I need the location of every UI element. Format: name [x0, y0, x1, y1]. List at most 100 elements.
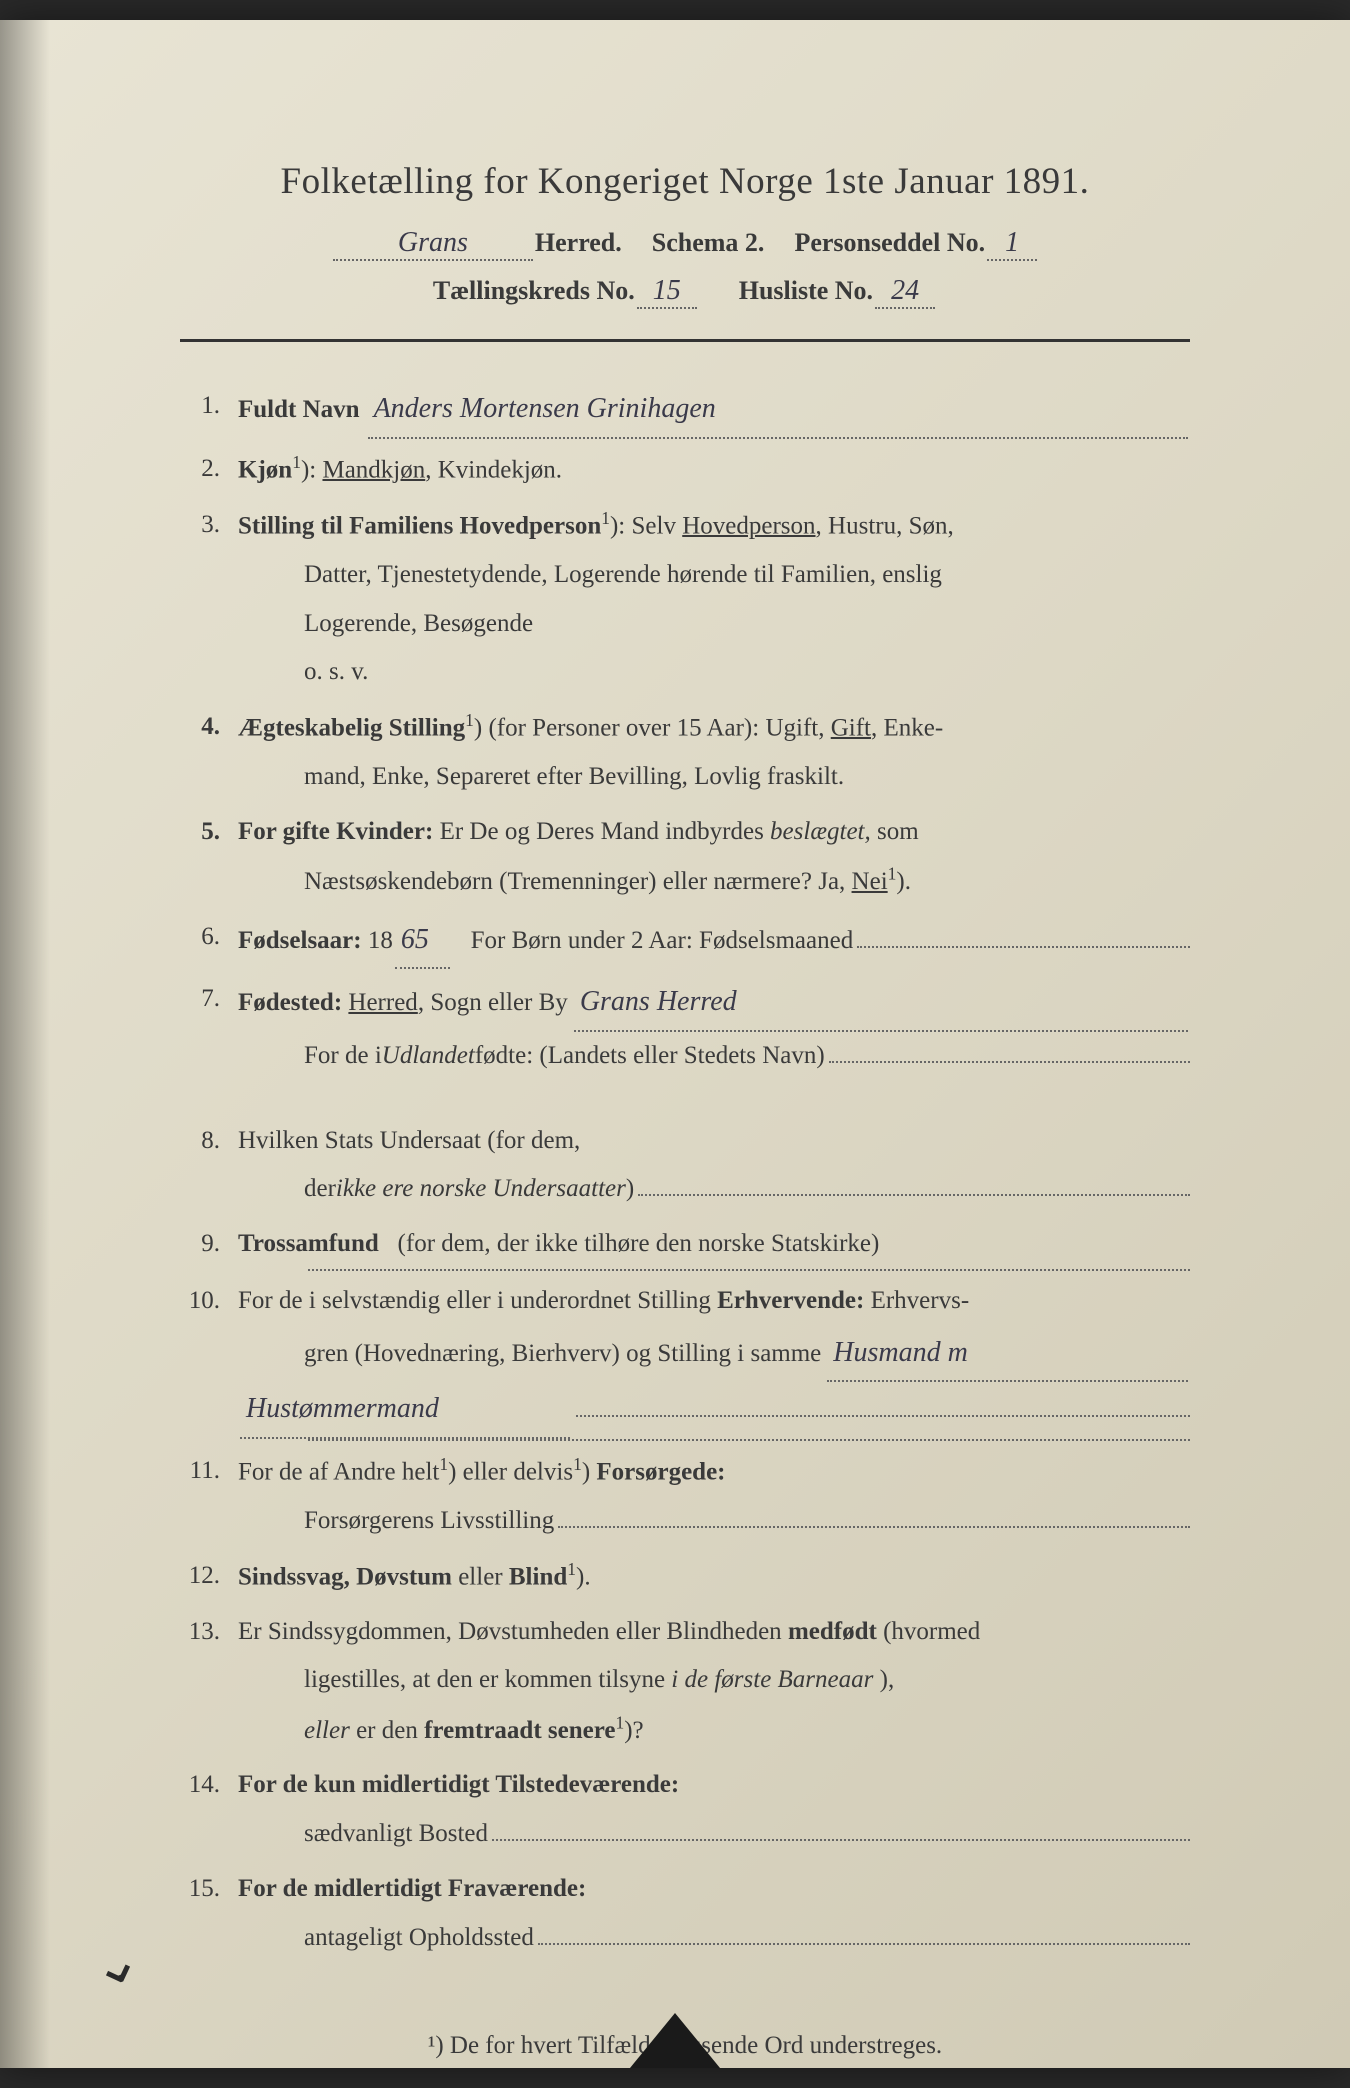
form-title: Folketælling for Kongeriget Norge 1ste J… — [180, 160, 1190, 203]
kreds-label: Tællingskreds No. — [433, 276, 635, 306]
f5-t1: Er De og Deres Mand indbyrdes — [440, 818, 770, 845]
field-12: 12. Sindssvag, Døvstum eller Blind1). — [180, 1552, 1190, 1602]
field-content: For gifte Kvinder: Er De og Deres Mand i… — [238, 808, 1190, 907]
f13-line3: eller er den fremtraadt senere1)? — [238, 1717, 644, 1744]
header-divider — [180, 339, 1190, 342]
field-4: 4. Ægteskabelig Stilling1) (for Personer… — [180, 703, 1190, 802]
field-1: 1. Fuldt Navn Anders Mortensen Grinihage… — [180, 382, 1190, 439]
f10-line2: gren (Hovednæring, Bierhverv) og Stillin… — [304, 1330, 821, 1379]
field-num: 12. — [180, 1552, 238, 1602]
field-num: 3. — [180, 501, 238, 697]
field-7: 7. Fødested: Herred, Sogn eller By Grans… — [180, 975, 1190, 1080]
f9-rest: (for dem, der ikke tilhøre den norske St… — [398, 1230, 880, 1257]
year-hand: 65 — [395, 913, 450, 970]
field-15: 15. For de midlertidigt Fraværende: anta… — [180, 1865, 1190, 1963]
dotted-fill — [829, 1061, 1190, 1063]
f10-t3: Erhvervs- — [871, 1287, 970, 1314]
field-content: Trossamfund (for dem, der ikke tilhøre d… — [238, 1220, 1190, 1271]
field-content: Hvilken Stats Undersaat (for dem, der ik… — [238, 1117, 1190, 1215]
field-num: 4. — [180, 703, 238, 802]
f5-t3: som — [871, 818, 919, 845]
f11-t1: For de af Andre helt — [238, 1458, 439, 1485]
husliste-no: 24 — [875, 275, 935, 309]
field-8: 8. Hvilken Stats Undersaat (for dem, der… — [180, 1117, 1190, 1215]
field-content: Fødested: Herred, Sogn eller By Grans He… — [238, 975, 1190, 1080]
page-shadow — [0, 20, 50, 2068]
f7-t3: fødte: (Landets eller Stedets Navn) — [475, 1032, 825, 1081]
f10-t1: For de i selvstændig eller i underordnet… — [238, 1287, 717, 1314]
field-num: 10. — [180, 1277, 238, 1441]
gender-options: Mandkjøn, Kvindekjøn. — [322, 456, 562, 483]
dotted-fill — [308, 1439, 1190, 1441]
field-content: For de i selvstændig eller i underordnet… — [238, 1277, 1190, 1441]
field-num: 13. — [180, 1608, 238, 1756]
dotted-fill — [576, 1415, 1190, 1417]
field-label: Kjøn — [238, 456, 292, 483]
herred-label: Herred. — [535, 228, 622, 258]
dotted-fill — [638, 1194, 1190, 1196]
f6-rest: For Børn under 2 Aar: Fødselsmaaned — [471, 917, 854, 966]
f3-line2: Datter, Tjenestetydende, Logerende høren… — [238, 561, 942, 588]
field-content: Fuldt Navn Anders Mortensen Grinihagen — [238, 382, 1190, 439]
field-label: Stilling til Familiens Hovedperson — [238, 512, 601, 539]
kreds-no: 15 — [637, 275, 697, 309]
f4-paren: (for Personer over 15 Aar): — [488, 714, 759, 741]
dotted-fill — [492, 1839, 1190, 1841]
field-content: Stilling til Familiens Hovedperson1): Se… — [238, 501, 1190, 697]
field-2: 2. Kjøn1): Mandkjøn, Kvindekjøn. — [180, 445, 1190, 495]
occupation-2: Hustømmermand — [240, 1382, 570, 1439]
footnote: ¹) De for hvert Tilfælde passende Ord un… — [180, 2032, 1190, 2060]
field-5: 5. For gifte Kvinder: Er De og Deres Man… — [180, 808, 1190, 907]
field-9: 9. Trossamfund (for dem, der ikke tilhør… — [180, 1220, 1190, 1271]
f8-t2: ikke ere norske Undersaatter — [336, 1165, 626, 1214]
field-num: 6. — [180, 913, 238, 970]
f10-t2: Erhvervende: — [717, 1287, 864, 1314]
footnote-text: De for hvert Tilfælde passende Ord under… — [450, 2032, 942, 2059]
field-label: Fuldt Navn — [238, 386, 360, 435]
footnote-marker: ¹) — [428, 2032, 444, 2059]
field-content: Ægteskabelig Stilling1) (for Personer ov… — [238, 703, 1190, 802]
birthplace-value: Grans Herred — [574, 975, 1188, 1032]
f8-t1: der — [304, 1165, 336, 1214]
field-content: Sindssvag, Døvstum eller Blind1). — [238, 1552, 1190, 1602]
field-num: 2. — [180, 445, 238, 495]
schema-label: Schema 2. — [652, 228, 765, 258]
field-13: 13. Er Sindssygdommen, Døvstumheden elle… — [180, 1608, 1190, 1756]
f15-label: For de midlertidigt Fraværende: — [238, 1875, 586, 1902]
f14-label: For de kun midlertidigt Tilstedeværende: — [238, 1771, 679, 1798]
f4-line2: mand, Enke, Separeret efter Bevilling, L… — [238, 763, 844, 790]
f7-opts: Herred, Sogn eller By — [348, 979, 567, 1028]
field-num: 15. — [180, 1865, 238, 1963]
field-content: Kjøn1): Mandkjøn, Kvindekjøn. — [238, 445, 1190, 495]
field-label: Trossamfund — [238, 1230, 379, 1257]
field-label: Ægteskabelig Stilling — [238, 714, 465, 741]
form-header: Folketælling for Kongeriget Norge 1ste J… — [180, 160, 1190, 309]
year-prefix: 18 — [368, 917, 393, 966]
f3-line3: Logerende, Besøgende — [238, 610, 533, 637]
f7-t1: For de i — [304, 1032, 382, 1081]
field-num: 7. — [180, 975, 238, 1080]
corner-mark: ⌄ — [80, 1922, 151, 2005]
herred-value: Grans — [333, 227, 533, 261]
f8-line1: Hvilken Stats Undersaat (for dem, — [238, 1127, 580, 1154]
field-10: 10. For de i selvstændig eller i underor… — [180, 1277, 1190, 1441]
field-14: 14. For de kun midlertidigt Tilstedevære… — [180, 1761, 1190, 1859]
personseddel-label: Personseddel No. — [794, 228, 985, 258]
f13-t3: (hvormed — [883, 1618, 980, 1645]
husliste-label: Husliste No. — [739, 276, 873, 306]
field-content: Er Sindssygdommen, Døvstumheden eller Bl… — [238, 1608, 1190, 1756]
field-content: Fødselsaar: 1865 For Børn under 2 Aar: F… — [238, 913, 1190, 970]
f11-t2: eller delvis — [463, 1458, 573, 1485]
f13-line2: ligestilles, at den er kommen tilsyne i … — [238, 1666, 894, 1693]
f14-line2: sædvanligt Bosted — [304, 1810, 488, 1859]
field-num: 14. — [180, 1761, 238, 1859]
census-form-page: Folketælling for Kongeriget Norge 1ste J… — [0, 20, 1350, 2068]
field-3: 3. Stilling til Familiens Hovedperson1):… — [180, 501, 1190, 697]
field-label: Fødselsaar: — [238, 917, 362, 966]
field-11: 11. For de af Andre helt1) eller delvis1… — [180, 1447, 1190, 1546]
field-num: 8. — [180, 1117, 238, 1215]
f11-t3: Forsørgede: — [596, 1458, 725, 1485]
f5-t2: beslægtet, — [770, 818, 871, 845]
f4-line1: Ugift, Gift, Enke- — [765, 714, 943, 741]
f3-line4: o. s. v. — [238, 658, 368, 685]
